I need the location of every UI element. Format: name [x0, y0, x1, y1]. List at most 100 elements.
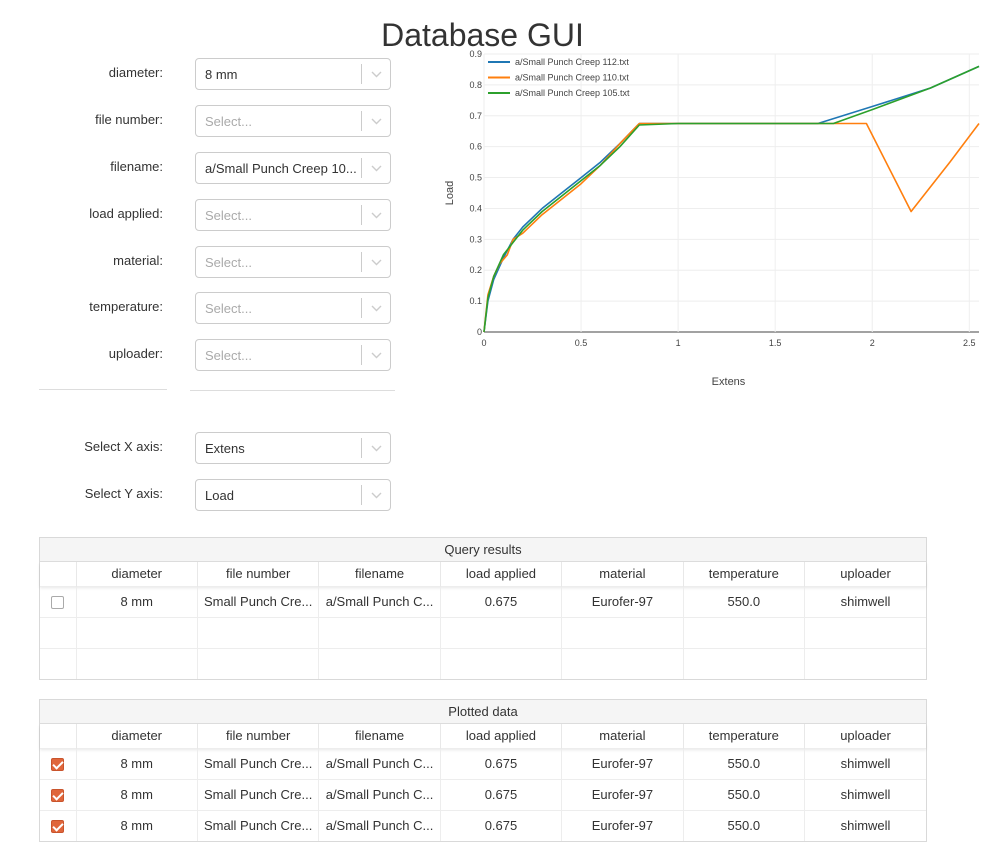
table-cell[interactable]: 550.0 [682, 809, 805, 841]
legend-entry: a/Small Punch Creep 112.txt [515, 57, 629, 67]
filter-select[interactable]: Select... [195, 105, 391, 137]
column-header[interactable]: temperature [682, 724, 805, 748]
legend-entry: a/Small Punch Creep 110.txt [515, 73, 629, 83]
table-cell[interactable]: 0.675 [439, 778, 562, 810]
row-checkbox[interactable] [51, 596, 65, 610]
column-header[interactable]: filename [318, 724, 441, 748]
table-cell[interactable]: a/Small Punch C... [318, 778, 441, 810]
table-cell[interactable]: Small Punch Cre... [196, 809, 319, 841]
column-header[interactable]: material [561, 562, 684, 586]
table-cell[interactable]: a/Small Punch C... [318, 809, 441, 841]
filter-value: 8 mm [205, 66, 238, 82]
table-cell[interactable]: Small Punch Cre... [196, 747, 319, 779]
filter-placeholder: Select... [205, 300, 252, 316]
column-header[interactable]: material [561, 724, 684, 748]
table-cell[interactable]: 0.675 [439, 585, 562, 617]
row-checkbox[interactable] [51, 758, 65, 772]
empty-cell [804, 616, 926, 648]
table-row[interactable]: 8 mm Small Punch Cre... a/Small Punch C...… [40, 747, 926, 779]
empty-cell [196, 616, 319, 648]
table-row[interactable]: 8 mm Small Punch Cre... a/Small Punch C...… [40, 809, 926, 841]
y-tick-label: 0 [477, 327, 482, 337]
select-column-header [40, 724, 76, 748]
table-cell[interactable]: Eurofer-97 [561, 747, 684, 779]
column-header[interactable]: file number [196, 724, 319, 748]
row-checkbox-cell[interactable] [40, 747, 76, 779]
table-cell[interactable]: 550.0 [682, 585, 805, 617]
series-line [483, 65, 980, 333]
empty-cell [682, 647, 805, 679]
table-cell[interactable]: 0.675 [439, 809, 562, 841]
table-cell[interactable]: shimwell [804, 778, 926, 810]
table-cell[interactable]: Eurofer-97 [561, 809, 684, 841]
column-header[interactable]: uploader [804, 562, 926, 586]
select-separator [361, 205, 362, 225]
filter-select[interactable]: Select... [195, 199, 391, 231]
select-separator [361, 64, 362, 84]
y-tick-label: 0.7 [469, 111, 482, 121]
chevron-down-icon[interactable] [362, 259, 390, 266]
row-checkbox-cell[interactable] [40, 778, 76, 810]
table-cell[interactable]: 550.0 [682, 778, 805, 810]
table-cell[interactable]: Small Punch Cre... [196, 585, 319, 617]
plotted-data-table: diameter file number filename load applied m… [40, 724, 926, 841]
table-cell[interactable]: shimwell [804, 747, 926, 779]
empty-cell [40, 647, 76, 679]
filter-row: uploader: [0, 338, 163, 370]
y-axis-select[interactable]: Load [195, 479, 391, 511]
chevron-down-icon[interactable] [362, 212, 390, 219]
table-row[interactable]: 8 mm Small Punch Cre... a/Small Punch C...… [40, 778, 926, 810]
table-cell[interactable]: shimwell [804, 809, 926, 841]
chevron-down-icon[interactable] [362, 165, 390, 172]
table-cell[interactable]: 0.675 [439, 747, 562, 779]
chevron-down-icon[interactable] [362, 118, 390, 125]
filter-select[interactable]: Select... [195, 246, 391, 278]
chevron-down-icon[interactable] [362, 352, 390, 359]
chevron-down-icon[interactable] [362, 71, 390, 78]
column-header[interactable]: load applied [439, 562, 562, 586]
y-tick-label: 0.3 [469, 234, 482, 244]
table-cell[interactable]: 550.0 [682, 747, 805, 779]
filter-row: load applied: [0, 198, 163, 230]
row-checkbox-cell[interactable] [40, 585, 76, 617]
column-header[interactable]: diameter [75, 562, 198, 586]
x-axis-select[interactable]: Extens [195, 432, 391, 464]
table-cell[interactable]: 8 mm [75, 747, 198, 779]
table-cell[interactable]: a/Small Punch C... [318, 585, 441, 617]
column-header[interactable]: temperature [682, 562, 805, 586]
column-header[interactable]: file number [196, 562, 319, 586]
column-header[interactable]: diameter [75, 724, 198, 748]
table-cell[interactable]: a/Small Punch C... [318, 747, 441, 779]
table-cell[interactable]: 8 mm [75, 809, 198, 841]
row-checkbox-cell[interactable] [40, 809, 76, 841]
table-cell[interactable]: 8 mm [75, 778, 198, 810]
filter-select[interactable]: Select... [195, 339, 391, 371]
empty-cell [804, 647, 926, 679]
filter-select[interactable]: 8 mm [195, 58, 391, 90]
table-row[interactable]: 8 mm Small Punch Cre... a/Small Punch C...… [40, 585, 926, 617]
row-checkbox[interactable] [51, 820, 65, 834]
chevron-down-icon[interactable] [362, 492, 390, 499]
divider-left [39, 389, 167, 390]
chevron-down-icon[interactable] [362, 445, 390, 452]
empty-cell [196, 647, 319, 679]
table-cell[interactable]: shimwell [804, 585, 926, 617]
filter-select[interactable]: Select... [195, 292, 391, 324]
filter-row: diameter: [0, 57, 163, 89]
column-header[interactable]: load applied [439, 724, 562, 748]
column-header[interactable]: uploader [804, 724, 926, 748]
chart-svg[interactable]: 0 0.1 0.2 0.3 0.4 0.5 0.6 0.7 0.8 0.9 0 0.5 1 1.5 2 2.5… [440, 44, 985, 394]
line-chart[interactable]: 0 0.1 0.2 0.3 0.4 0.5 0.6 0.7 0.8 0.9 0 0.5 1 1.5 2 2.5… [440, 44, 985, 394]
filter-select[interactable]: a/Small Punch Creep 10... [195, 152, 391, 184]
table-cell[interactable]: Small Punch Cre... [196, 778, 319, 810]
table-cell[interactable]: Eurofer-97 [561, 778, 684, 810]
select-separator [361, 158, 362, 178]
column-header[interactable]: filename [318, 562, 441, 586]
table-cell[interactable]: 8 mm [75, 585, 198, 617]
chevron-down-icon[interactable] [362, 305, 390, 312]
y-tick-label: 0.4 [469, 203, 482, 213]
filter-row: material: [0, 245, 163, 277]
row-checkbox[interactable] [51, 789, 65, 803]
table-cell[interactable]: Eurofer-97 [561, 585, 684, 617]
filter-value: a/Small Punch Creep 10... [205, 160, 357, 176]
